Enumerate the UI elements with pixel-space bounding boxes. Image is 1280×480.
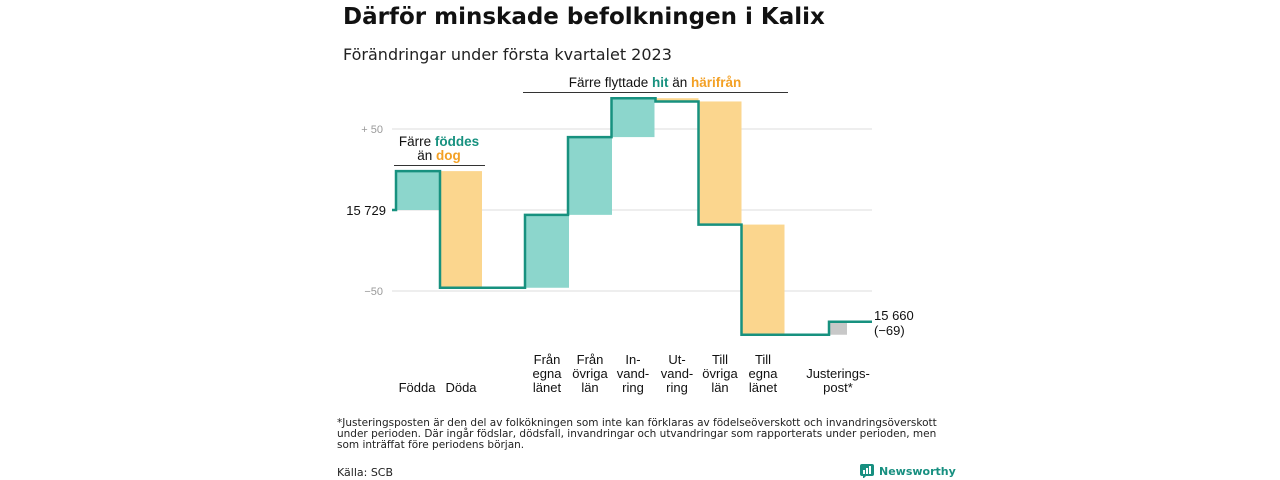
category-label: övriga — [572, 366, 608, 381]
bar-decrease — [440, 171, 482, 288]
category-label: län — [711, 380, 728, 395]
bar-increase — [395, 171, 439, 210]
category-label: egna — [533, 366, 563, 381]
category-label: Till — [755, 352, 771, 367]
bar-decrease — [698, 101, 742, 225]
births-annotation-line1: Färre föddes — [399, 134, 479, 149]
births-middle: än — [417, 148, 436, 163]
end-value-label: 15 660 — [874, 308, 914, 323]
births-highlight2: dog — [436, 148, 461, 163]
migration-middle: än — [668, 75, 691, 90]
bar-increase — [525, 214, 569, 288]
category-label: vand- — [661, 366, 694, 381]
end-change-label: (−69) — [874, 323, 905, 338]
births-highlight1: föddes — [435, 134, 479, 149]
brand[interactable]: Newsworthy — [860, 464, 956, 478]
migration-highlight2: härifrån — [691, 75, 741, 90]
step-line-layer — [392, 96, 872, 336]
y-tick-label: + 50 — [361, 124, 383, 136]
category-label: Födda — [399, 380, 437, 395]
bar-increase — [611, 98, 655, 138]
newsworthy-logo-icon — [860, 464, 874, 478]
category-label: post* — [823, 380, 853, 395]
category-label: egna — [749, 366, 779, 381]
category-label: länet — [533, 380, 562, 395]
footnote: *Justeringsposten är den del av folkökni… — [337, 417, 937, 451]
bars — [395, 98, 847, 335]
bar-decrease — [741, 224, 785, 335]
category-label: ring — [622, 380, 644, 395]
migration-prefix: Färre flyttade — [569, 75, 652, 90]
category-label: Till — [712, 352, 728, 367]
category-label: länet — [749, 380, 778, 395]
chart-title: Därför minskade befolkningen i Kalix — [343, 4, 825, 30]
y-tick-label: −50 — [364, 286, 383, 298]
category-label: Från — [577, 352, 604, 367]
brand-name: Newsworthy — [879, 464, 956, 478]
migration-highlight1: hit — [652, 75, 669, 90]
category-label: vand- — [617, 366, 650, 381]
category-label: In- — [625, 352, 640, 367]
bar-increase — [568, 137, 612, 215]
bar-adjustment — [829, 321, 847, 335]
category-label: Ut- — [668, 352, 685, 367]
category-label: län — [581, 380, 598, 395]
category-label: Från — [534, 352, 561, 367]
step-line — [392, 96, 872, 336]
bar-decrease — [655, 98, 699, 102]
category-label: ring — [666, 380, 688, 395]
category-label: Döda — [445, 380, 477, 395]
chart-subtitle: Förändringar under första kvartalet 2023 — [343, 45, 672, 64]
migration-annotation: Färre flyttade hit än härifrån — [569, 75, 742, 90]
category-label: Justerings- — [806, 366, 870, 381]
category-label: övriga — [702, 366, 738, 381]
births-prefix: Färre — [399, 134, 435, 149]
births-annotation-line2: än dog — [417, 148, 461, 163]
start-value-label: 15 729 — [346, 203, 386, 218]
source-label: Källa: SCB — [337, 466, 394, 479]
